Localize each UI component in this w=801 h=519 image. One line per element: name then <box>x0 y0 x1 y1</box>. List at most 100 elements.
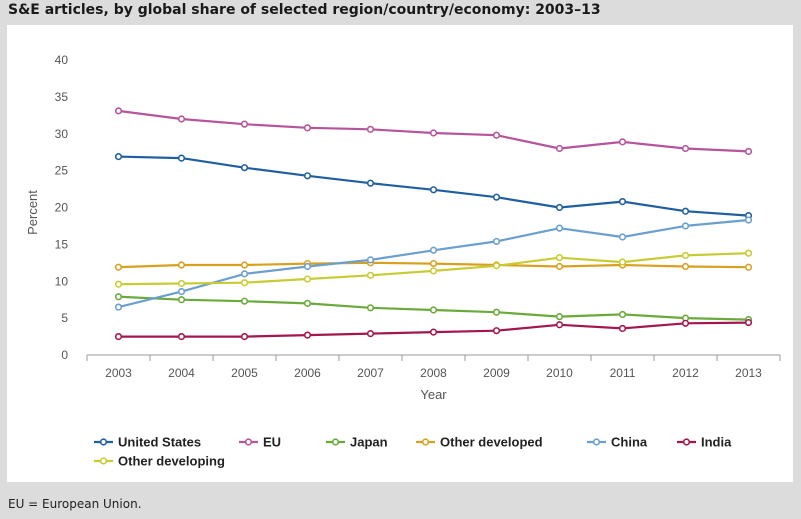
data-point-eu[interactable] <box>114 107 123 115</box>
data-point-united-states[interactable] <box>618 198 627 206</box>
data-point-china[interactable] <box>681 222 690 230</box>
y-tick-label: 40 <box>55 53 69 67</box>
legend-swatch-marker <box>99 438 108 446</box>
legend-swatch-marker <box>592 438 601 446</box>
data-point-eu[interactable] <box>366 125 375 133</box>
data-point-eu[interactable] <box>429 129 438 137</box>
x-tick-label: 2013 <box>735 366 762 380</box>
data-point-india[interactable] <box>366 330 375 338</box>
data-point-japan[interactable] <box>114 293 123 301</box>
y-tick-label: 30 <box>55 127 69 141</box>
data-point-eu[interactable] <box>555 144 564 153</box>
data-point-other-developing[interactable] <box>240 279 249 287</box>
legend-item-japan[interactable]: Japan <box>326 435 388 450</box>
data-point-china[interactable] <box>240 270 249 278</box>
legend-swatch-marker <box>244 438 253 446</box>
data-point-eu[interactable] <box>303 124 312 132</box>
series-markers <box>114 107 753 341</box>
data-point-india[interactable] <box>681 319 690 327</box>
data-point-india[interactable] <box>618 324 627 333</box>
data-point-japan[interactable] <box>429 306 438 314</box>
legend-item-eu[interactable]: EU <box>239 435 281 450</box>
data-point-other-developing[interactable] <box>555 254 564 262</box>
data-point-china[interactable] <box>114 303 123 311</box>
data-point-united-states[interactable] <box>114 153 123 161</box>
data-point-india[interactable] <box>240 332 249 341</box>
data-point-china[interactable] <box>744 216 753 224</box>
legend-item-china[interactable]: China <box>587 435 648 450</box>
data-point-japan[interactable] <box>303 299 312 307</box>
data-point-united-states[interactable] <box>366 179 375 187</box>
data-point-united-states[interactable] <box>681 207 690 215</box>
data-point-china[interactable] <box>429 246 438 254</box>
data-point-other-developing[interactable] <box>303 275 312 283</box>
data-point-japan[interactable] <box>618 310 627 319</box>
data-point-india[interactable] <box>177 332 186 341</box>
data-point-japan[interactable] <box>555 313 564 321</box>
data-point-eu[interactable] <box>240 120 249 128</box>
x-tick-label: 2008 <box>420 366 447 380</box>
data-point-other-developed[interactable] <box>240 261 249 269</box>
data-point-japan[interactable] <box>366 304 375 312</box>
x-tick-label: 2009 <box>483 366 510 380</box>
data-point-eu[interactable] <box>744 147 753 156</box>
legend-item-other-developing[interactable]: Other developing <box>94 454 225 469</box>
data-point-india[interactable] <box>429 328 438 336</box>
legend-label: United States <box>118 435 201 450</box>
legend-swatch-marker <box>421 438 430 446</box>
data-point-japan[interactable] <box>240 297 249 305</box>
y-tick-label: 10 <box>55 274 69 288</box>
data-point-china[interactable] <box>618 233 627 241</box>
data-point-united-states[interactable] <box>240 164 249 172</box>
data-point-other-developing[interactable] <box>618 258 627 266</box>
data-point-eu[interactable] <box>492 131 501 139</box>
legend: United States EU Japan Other developed China… <box>94 435 732 469</box>
x-tick-label: 2010 <box>546 366 573 380</box>
x-tick-label: 2003 <box>105 366 132 380</box>
data-point-eu[interactable] <box>618 138 627 146</box>
legend-item-united-states[interactable]: United States <box>94 435 201 450</box>
data-point-united-states[interactable] <box>492 193 501 201</box>
legend-item-india[interactable]: India <box>677 435 732 450</box>
legend-label: Other developing <box>118 454 225 469</box>
data-point-united-states[interactable] <box>429 186 438 194</box>
legend-label: Other developed <box>440 435 543 450</box>
data-point-india[interactable] <box>114 332 123 341</box>
x-tick-label: 2011 <box>610 366 636 380</box>
data-point-china[interactable] <box>366 256 375 264</box>
y-tick-label: 5 <box>61 311 68 325</box>
data-point-china[interactable] <box>177 287 186 296</box>
data-point-other-developed[interactable] <box>114 263 123 271</box>
data-point-japan[interactable] <box>177 296 186 304</box>
data-point-other-developed[interactable] <box>429 259 438 268</box>
data-point-india[interactable] <box>744 318 753 327</box>
data-point-eu[interactable] <box>177 115 186 123</box>
data-point-other-developed[interactable] <box>177 261 186 269</box>
data-point-eu[interactable] <box>681 144 690 153</box>
data-point-china[interactable] <box>555 224 564 232</box>
y-axis-title: Percent <box>25 190 40 235</box>
data-point-other-developed[interactable] <box>744 263 753 271</box>
data-point-china[interactable] <box>492 237 501 246</box>
y-tick-label: 15 <box>55 237 69 251</box>
data-point-other-developed[interactable] <box>555 262 564 271</box>
data-point-other-developing[interactable] <box>681 251 690 260</box>
data-point-india[interactable] <box>492 327 501 335</box>
data-point-united-states[interactable] <box>303 172 312 180</box>
data-point-india[interactable] <box>555 321 564 329</box>
data-point-other-developing[interactable] <box>492 262 501 270</box>
data-point-other-developing[interactable] <box>366 271 375 279</box>
data-point-other-developing[interactable] <box>114 280 123 288</box>
data-point-other-developing[interactable] <box>429 267 438 275</box>
data-point-united-states[interactable] <box>177 154 186 162</box>
data-point-united-states[interactable] <box>555 203 564 212</box>
legend-label: India <box>701 435 732 450</box>
legend-item-other-developed[interactable]: Other developed <box>416 435 543 450</box>
data-point-other-developed[interactable] <box>681 262 690 271</box>
data-point-japan[interactable] <box>492 308 501 316</box>
data-point-china[interactable] <box>303 262 312 271</box>
data-point-other-developing[interactable] <box>744 249 753 257</box>
data-point-india[interactable] <box>303 331 312 339</box>
axes: 0 5 10 15 20 25 30 35 40 2003 2004 2005 2006 2007 2008… <box>25 53 781 402</box>
data-point-other-developing[interactable] <box>177 279 186 288</box>
